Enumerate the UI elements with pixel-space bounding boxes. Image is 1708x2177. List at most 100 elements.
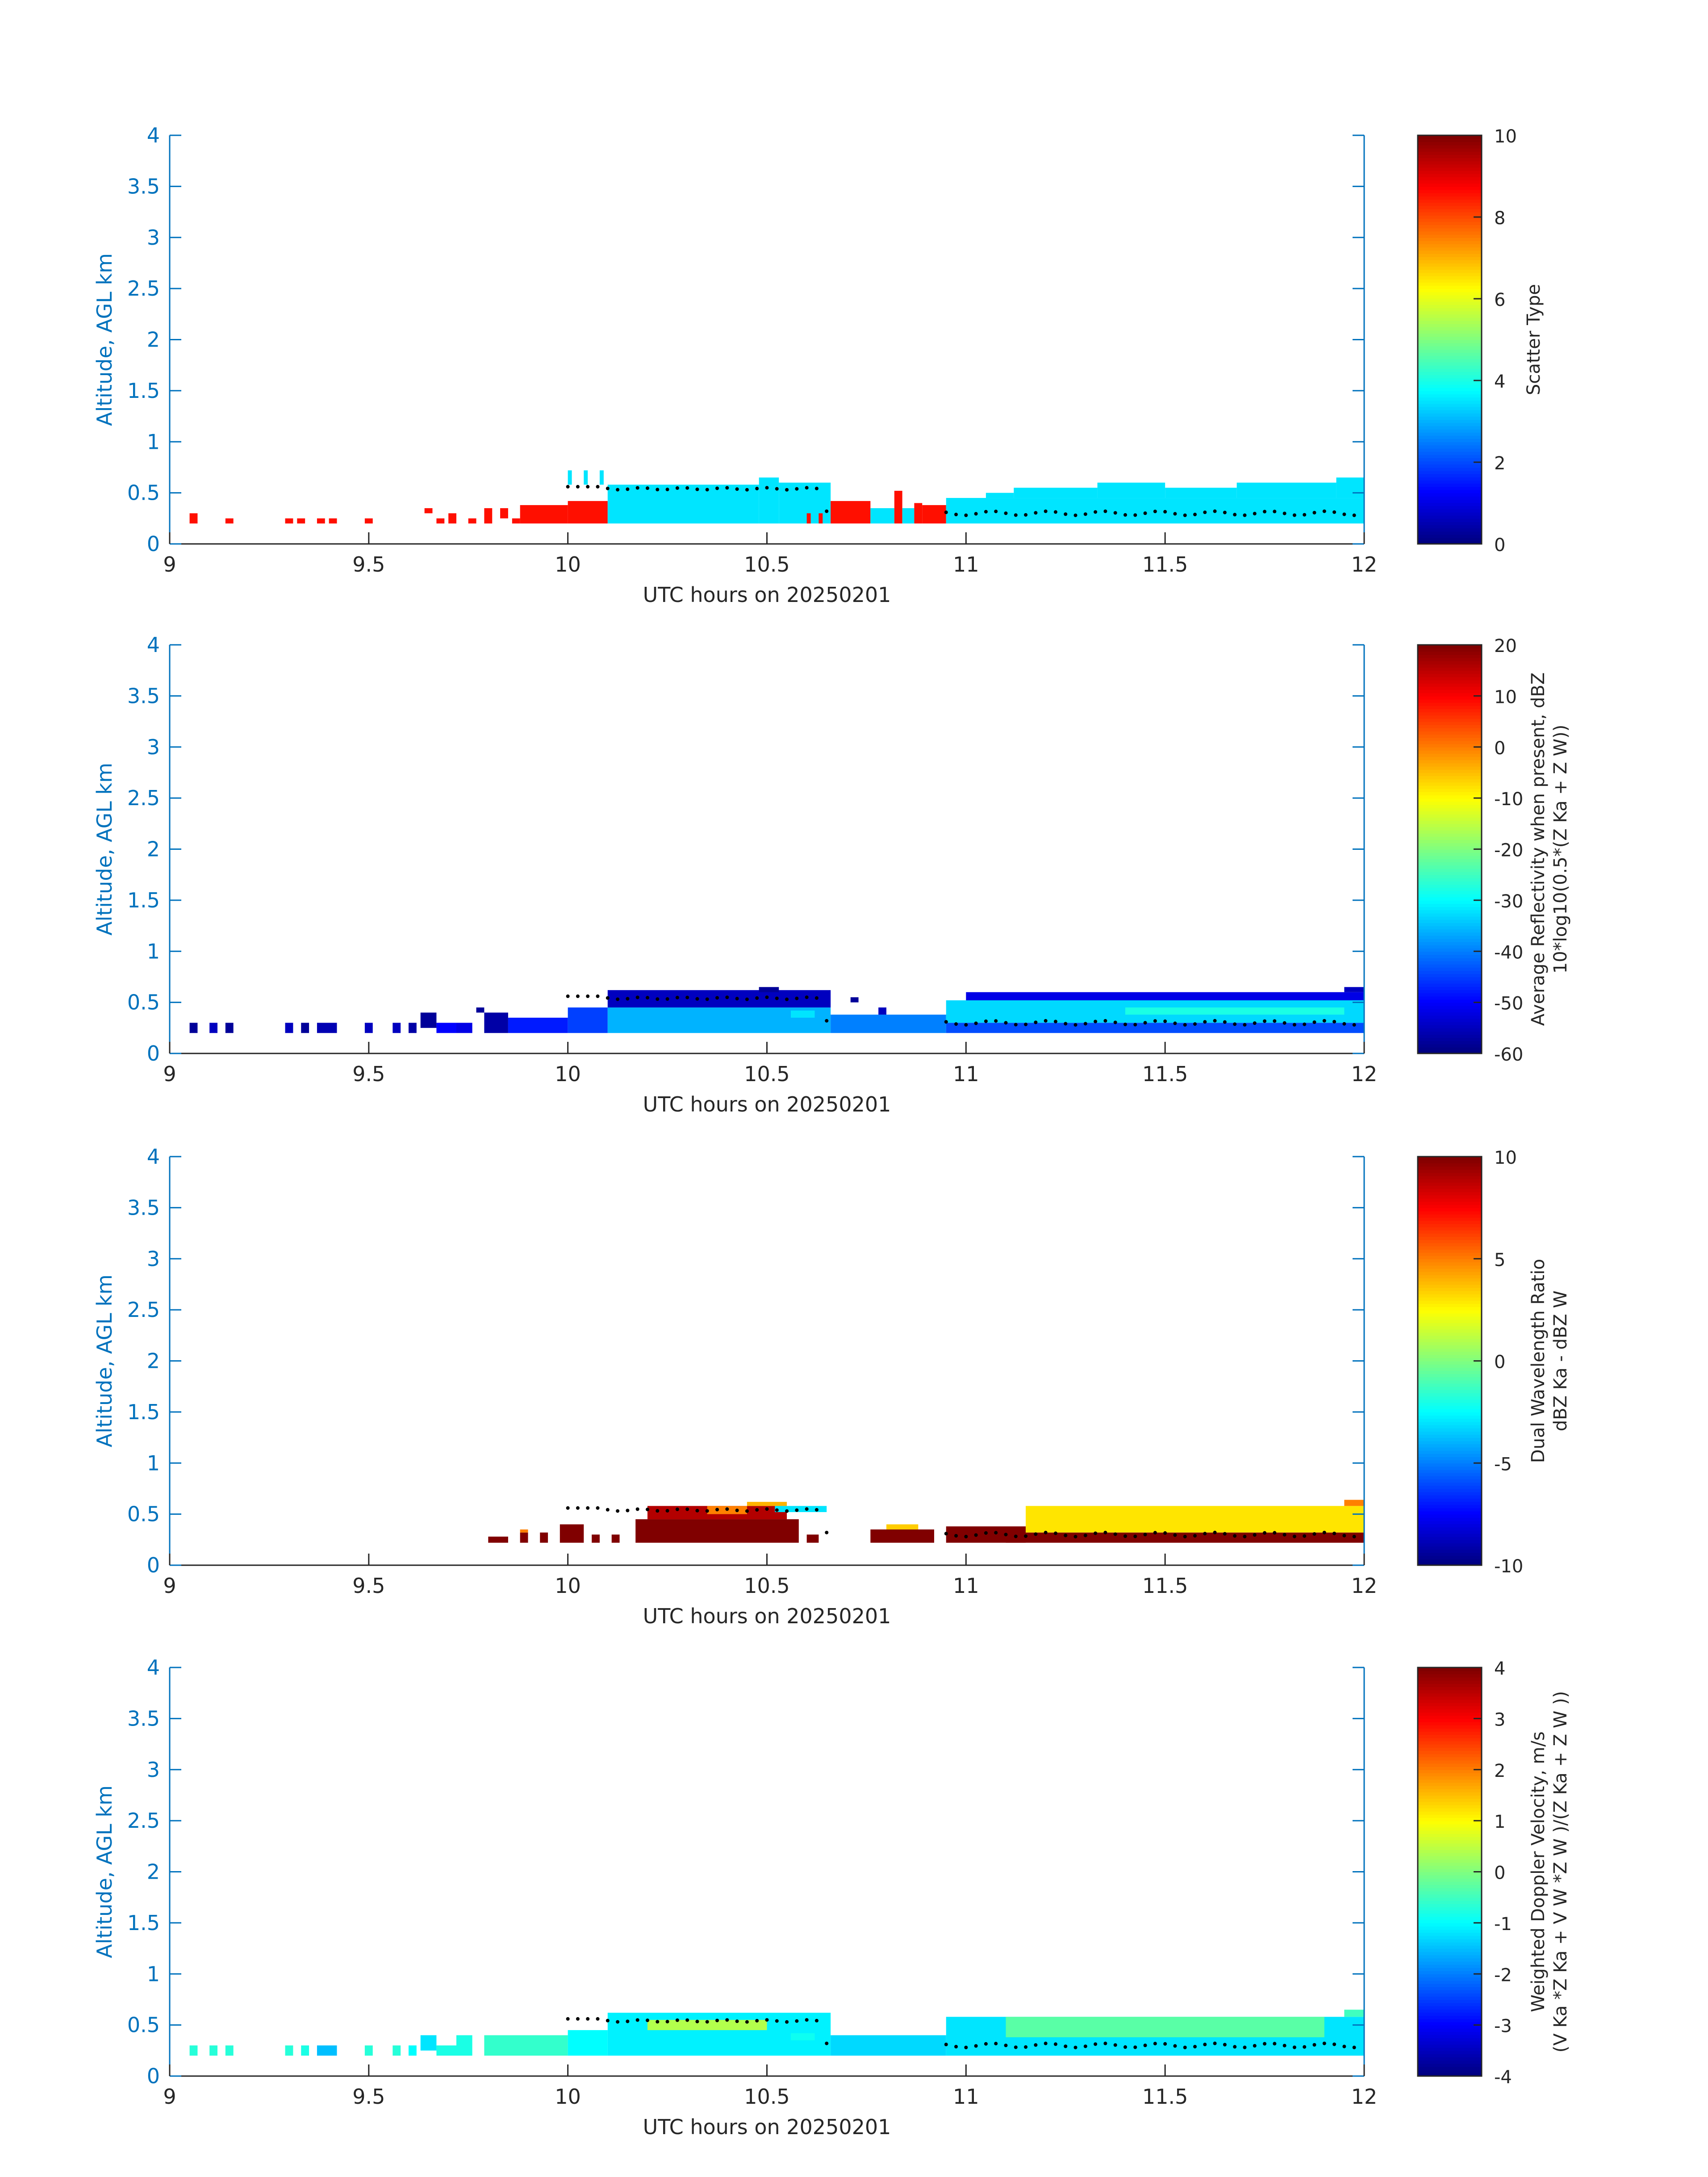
colorbar-band <box>1418 1437 1482 1442</box>
colorbar-band <box>1418 1971 1482 1975</box>
marker-dot <box>954 1534 958 1538</box>
marker-dot <box>1322 2041 1326 2045</box>
colorbar-band <box>1418 285 1482 289</box>
data-cell-8 <box>635 1519 799 1543</box>
marker-dot <box>616 997 620 1001</box>
marker-dot <box>646 1508 649 1512</box>
data-cell-36 <box>1236 482 1336 498</box>
colorbar-band <box>1418 858 1482 863</box>
colorbar-band <box>1418 1811 1482 1815</box>
colorbar-tick-label: -4 <box>1494 2067 1512 2088</box>
marker-dot <box>1113 511 1117 515</box>
x-tick-label: 12 <box>1351 1062 1378 1086</box>
marker-dot <box>646 2018 649 2022</box>
colorbar-band <box>1418 320 1482 324</box>
marker-dot <box>1292 513 1296 517</box>
colorbar-band <box>1418 1747 1482 1751</box>
y-tick-label: 1 <box>147 1451 160 1475</box>
data-cell-2 <box>520 1532 528 1543</box>
marker-dot <box>596 485 600 489</box>
colorbar-band <box>1418 1805 1482 1809</box>
colorbar-band <box>1418 760 1482 764</box>
data-cell-15 <box>520 505 568 524</box>
colorbar-band <box>1418 189 1482 193</box>
colorbar-band <box>1418 1220 1482 1224</box>
colorbar-band <box>1418 259 1482 263</box>
marker-dot <box>1303 2045 1307 2049</box>
colorbar-band <box>1418 509 1482 513</box>
colorbar-band <box>1418 1552 1482 1556</box>
marker-dot <box>805 995 809 999</box>
colorbar-band <box>1418 922 1482 927</box>
colorbar-band <box>1418 387 1482 391</box>
colorbar-band <box>1418 199 1482 203</box>
colorbar-band <box>1418 355 1482 359</box>
colorbar-band <box>1418 871 1482 875</box>
colorbar-band <box>1418 1431 1482 1435</box>
colorbar-band <box>1418 1559 1482 1563</box>
colorbar-band <box>1418 919 1482 923</box>
colorbar-band <box>1418 1757 1482 1761</box>
colorbar-band <box>1418 897 1482 901</box>
marker-dot <box>1094 2042 1098 2046</box>
colorbar-tick-label: -2 <box>1494 1965 1512 1985</box>
y-tick-label: 4 <box>147 1655 160 1680</box>
colorbar-band <box>1418 365 1482 369</box>
marker-dot <box>1034 1532 1038 1536</box>
x-tick-label: 10 <box>555 1062 581 1086</box>
marker-dot <box>1083 2044 1087 2048</box>
marker-dot <box>606 486 610 490</box>
data-cell-14 <box>484 1012 508 1033</box>
colorbar-band <box>1418 1667 1482 1671</box>
data-cell-4 <box>540 1532 548 1543</box>
colorbar-band <box>1418 1157 1482 1161</box>
marker-dot <box>1193 513 1197 517</box>
colorbar-band <box>1418 442 1482 446</box>
colorbar-band <box>1418 1018 1482 1022</box>
marker-dot <box>1203 510 1207 514</box>
colorbar-band <box>1418 1795 1482 1799</box>
x-tick-label: 10.5 <box>744 2085 789 2109</box>
colorbar-band <box>1418 1262 1482 1266</box>
data-cell-4 <box>285 2045 293 2056</box>
plot-area <box>170 1157 1364 1565</box>
colorbar-band <box>1418 247 1482 251</box>
colorbar-band <box>1418 881 1482 885</box>
colorbar-band <box>1418 1475 1482 1479</box>
colorbar-band <box>1418 1980 1482 1984</box>
colorbar-band <box>1418 250 1482 254</box>
colorbar-band <box>1418 1846 1482 1850</box>
data-cell-13 <box>806 1534 819 1543</box>
colorbar-band <box>1418 1185 1482 1189</box>
marker-dot <box>1153 1531 1157 1535</box>
data-cell-6 <box>317 1023 337 1033</box>
colorbar-band <box>1418 2057 1482 2061</box>
marker-dot <box>795 1508 799 1512</box>
colorbar-band <box>1418 2069 1482 2073</box>
x-tick-label: 10.5 <box>744 1062 789 1086</box>
colorbar-band <box>1418 1961 1482 1965</box>
marker-dot <box>1303 513 1307 517</box>
colorbar-band <box>1418 645 1482 649</box>
marker-dot <box>1203 1532 1207 1536</box>
colorbar-band <box>1418 702 1482 706</box>
marker-dot <box>1243 2045 1247 2049</box>
colorbar-band <box>1418 1252 1482 1256</box>
colorbar-band <box>1418 951 1482 955</box>
colorbar-band <box>1418 1782 1482 1786</box>
marker-dot <box>715 1508 719 1512</box>
colorbar-band <box>1418 657 1482 661</box>
marker-dot <box>1332 1531 1336 1535</box>
marker-dot <box>1064 512 1068 516</box>
colorbar-band <box>1418 750 1482 754</box>
marker-dot <box>944 510 948 514</box>
colorbar-band <box>1418 2035 1482 2039</box>
marker-dot <box>576 2017 580 2021</box>
colorbar-band <box>1418 1699 1482 1703</box>
colorbar-band <box>1418 461 1482 465</box>
colorbar-band <box>1418 1434 1482 1438</box>
x-tick-label: 10 <box>555 2085 581 2109</box>
colorbar-band <box>1418 1709 1482 1713</box>
data-cell-1 <box>189 513 198 524</box>
marker-dot <box>1263 2042 1267 2046</box>
